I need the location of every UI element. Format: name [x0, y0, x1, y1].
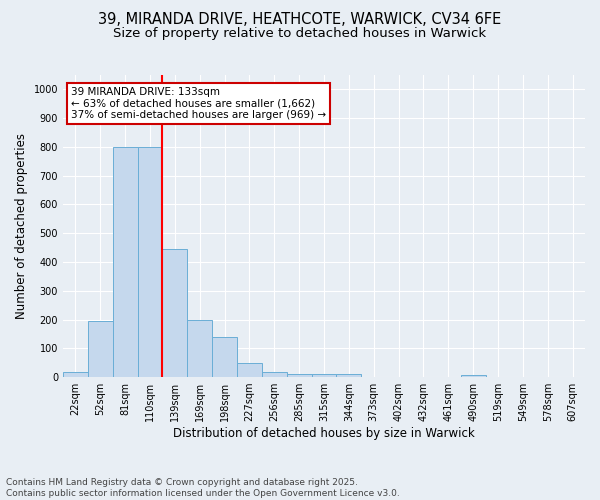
Bar [287, 374, 311, 377]
Bar [311, 374, 337, 377]
Bar [88, 321, 113, 377]
Y-axis label: Number of detached properties: Number of detached properties [15, 133, 28, 319]
Text: Contains HM Land Registry data © Crown copyright and database right 2025.
Contai: Contains HM Land Registry data © Crown c… [6, 478, 400, 498]
Bar [337, 374, 361, 377]
Bar [163, 249, 187, 377]
Bar [187, 320, 212, 377]
X-axis label: Distribution of detached houses by size in Warwick: Distribution of detached houses by size … [173, 427, 475, 440]
Text: Size of property relative to detached houses in Warwick: Size of property relative to detached ho… [113, 28, 487, 40]
Bar [63, 372, 88, 377]
Bar [137, 147, 163, 377]
Bar [237, 362, 262, 377]
Bar [212, 337, 237, 377]
Bar [113, 147, 137, 377]
Bar [461, 375, 485, 377]
Text: 39, MIRANDA DRIVE, HEATHCOTE, WARWICK, CV34 6FE: 39, MIRANDA DRIVE, HEATHCOTE, WARWICK, C… [98, 12, 502, 28]
Bar [262, 372, 287, 377]
Text: 39 MIRANDA DRIVE: 133sqm
← 63% of detached houses are smaller (1,662)
37% of sem: 39 MIRANDA DRIVE: 133sqm ← 63% of detach… [71, 87, 326, 120]
